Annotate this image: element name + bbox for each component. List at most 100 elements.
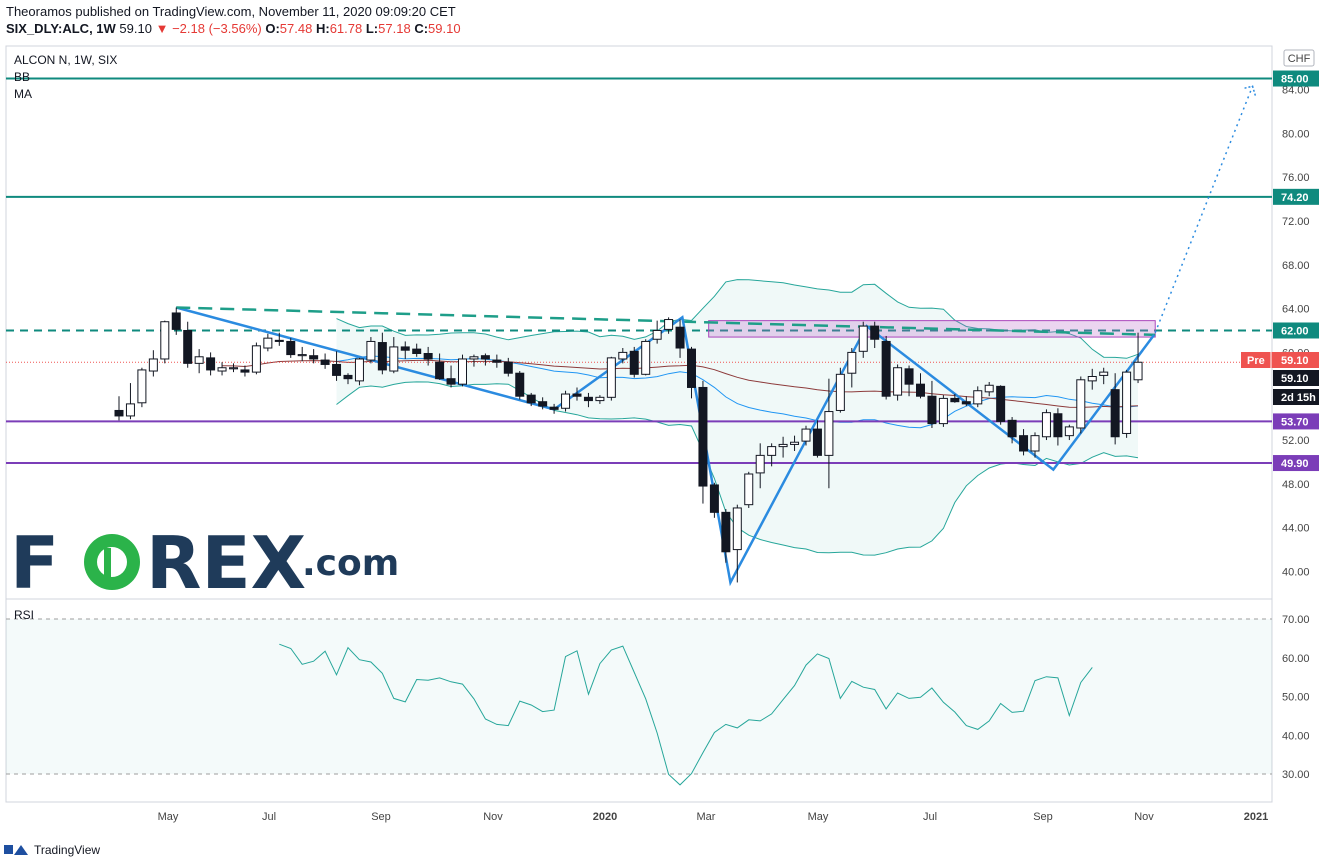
rsi-pane <box>6 618 1272 786</box>
candle-down <box>904 368 914 385</box>
candle-down <box>549 406 559 410</box>
forex-watermark: F REX .com <box>10 521 399 605</box>
rsi-band-fill <box>6 619 1272 774</box>
open-value: 57.48 <box>279 21 313 36</box>
close-label: C: <box>414 21 429 36</box>
candle-up <box>1087 376 1097 382</box>
symbol-info: SIX_DLY:ALC, 1W 59.10 ▼ −2.18 (−3.56%) O… <box>6 21 461 36</box>
candle-up <box>1064 426 1074 437</box>
candles <box>114 307 1143 583</box>
candle-up <box>778 443 788 448</box>
watermark-rex: REX <box>146 521 306 605</box>
price-tick-label: 44.00 <box>1282 523 1310 535</box>
candle-down <box>400 346 410 351</box>
currency-badge <box>1283 49 1315 67</box>
downtrend-line <box>175 306 555 411</box>
publish-info: Theoramos published on TradingView.com, … <box>6 4 456 19</box>
publish-info-text: Theoramos published on TradingView.com, … <box>6 4 456 19</box>
watermark-suffix: .com <box>302 543 399 584</box>
candle-up <box>641 340 651 375</box>
legend-bb[interactable]: BB <box>14 70 30 84</box>
candle-up <box>606 357 616 398</box>
time-tick-label: Jul <box>923 811 937 823</box>
candle-up <box>664 319 674 330</box>
level-price-label: 49.90 <box>1281 458 1309 470</box>
time-tick-label: May <box>808 811 829 823</box>
candle-down <box>721 511 731 553</box>
candle-up <box>847 351 857 374</box>
level-price-badge <box>1273 455 1319 472</box>
candle-up <box>1122 371 1132 434</box>
candle-up <box>973 390 983 405</box>
level-price-label: 53.70 <box>1281 416 1309 428</box>
low-value: 57.18 <box>378 21 411 36</box>
rsi-tick-label: 30.00 <box>1282 769 1310 781</box>
candle-up <box>366 340 376 361</box>
horizontal-levels[interactable] <box>6 77 1272 465</box>
price-badge-value: 59.10 <box>1281 355 1309 367</box>
candle-down <box>572 393 582 397</box>
last-price: 59.10 <box>119 21 152 36</box>
price-tick-label: 52.00 <box>1282 435 1310 447</box>
candle-up <box>1133 361 1143 381</box>
candle-up <box>137 369 147 404</box>
candle-up <box>893 367 903 396</box>
candle-up <box>561 393 571 409</box>
level-price-badge <box>1273 322 1319 339</box>
rsi-tick-label: 60.00 <box>1282 653 1310 665</box>
time-axis[interactable]: May Jul Sep Nov 2020 Mar May Jul Sep Nov 2021 <box>158 811 1269 823</box>
level-price-badge <box>1273 188 1319 205</box>
rsi-line <box>279 643 1093 786</box>
price-tick-label: 76.00 <box>1282 172 1310 184</box>
candle-up <box>229 367 238 370</box>
tradingview-logo-icon <box>4 843 30 857</box>
candle-up <box>835 373 845 411</box>
candle-down <box>320 359 330 365</box>
candle-down <box>183 329 193 364</box>
rsi-tick-label: 40.00 <box>1282 730 1310 742</box>
candle-down <box>927 395 937 425</box>
candle-up <box>938 397 948 425</box>
candle-up <box>1099 371 1109 376</box>
time-tick-label: May <box>158 811 179 823</box>
price-tick-label: 48.00 <box>1282 479 1310 491</box>
legend-ma[interactable]: MA <box>14 87 32 101</box>
low-label: L: <box>365 21 379 36</box>
candle-down <box>286 340 296 356</box>
candle-up <box>618 351 628 360</box>
level-price-label: 62.00 <box>1281 325 1309 337</box>
candle-up <box>652 329 662 340</box>
candle-down <box>950 397 960 403</box>
rsi-label[interactable]: RSI <box>14 608 34 622</box>
candle-up <box>148 358 158 372</box>
down-arrow-icon: ▼ <box>155 21 169 36</box>
candle-down <box>435 361 445 380</box>
candle-down <box>309 355 319 360</box>
projection-arrow <box>1154 85 1254 333</box>
price-tick-label: 72.00 <box>1282 216 1310 228</box>
level-price-label: 74.20 <box>1281 192 1309 204</box>
candle-down <box>1007 419 1017 438</box>
candle-up <box>824 411 834 456</box>
candle-down <box>423 352 433 360</box>
time-tick-label: Sep <box>1033 811 1053 823</box>
candle-down <box>687 348 696 388</box>
candle-down <box>1053 413 1063 438</box>
candle-down <box>480 355 490 360</box>
candle-down <box>114 409 124 417</box>
candle-down <box>343 374 353 380</box>
candle-down <box>961 401 971 405</box>
symbol-name[interactable]: SIX_DLY:ALC, 1W <box>6 21 116 36</box>
candle-down <box>583 396 593 402</box>
candle-up <box>125 403 135 417</box>
candle-up <box>790 441 800 445</box>
time-tick-label: Jul <box>262 811 276 823</box>
candle-down <box>274 339 284 342</box>
footer-brand[interactable]: TradingView <box>34 843 101 857</box>
candle-up <box>984 384 994 393</box>
time-tick-label: 2021 <box>1244 811 1268 823</box>
level-price-label: 85.00 <box>1281 74 1309 86</box>
candle-up <box>858 325 868 352</box>
legend: ALCON N, 1W, SIX BB MA RSI <box>14 53 117 622</box>
